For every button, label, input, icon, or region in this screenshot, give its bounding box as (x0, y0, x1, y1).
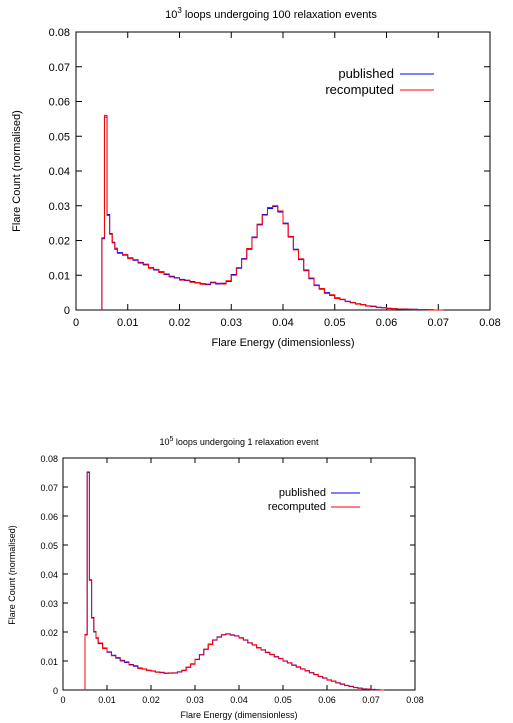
chart-top-legend-published: published (338, 66, 394, 81)
chart-top-title: 103 loops undergoing 100 relaxation even… (165, 6, 377, 21)
chart-top-ytick-label: 0 (64, 305, 70, 317)
chart-bottom-xtick-label: 0.02 (142, 695, 160, 705)
chart-bottom: 105 loops undergoing 1 relaxation event … (7, 436, 424, 720)
chart-top-ytick-label: 0.05 (49, 131, 70, 143)
chart-bottom-legend-published: published (279, 487, 326, 499)
chart-bottom-ytick-label: 0.07 (40, 483, 58, 493)
chart-top-ytick-label: 0.07 (49, 62, 70, 74)
chart-top-ytick-label: 0.01 (49, 270, 70, 282)
chart-bottom-ytick-label: 0.08 (40, 454, 58, 464)
chart-bottom-xtick-label: 0.01 (98, 695, 116, 705)
chart-bottom-xtick-label: 0.08 (406, 695, 424, 705)
chart-bottom-xtick-label: 0.04 (230, 695, 248, 705)
chart-bottom-xticks: 0 0.01 0.02 0.03 0.04 0.05 0.06 0.07 0.08 (60, 458, 424, 705)
chart-top-ytick-label: 0.06 (49, 97, 70, 109)
chart-top-ytick-label: 0.08 (49, 27, 70, 39)
chart-top-xtick-label: 0.04 (272, 317, 293, 329)
chart-top: 103 loops undergoing 100 relaxation even… (11, 6, 501, 349)
chart-bottom-ytick-label: 0 (53, 686, 58, 696)
chart-bottom-series (84, 471, 385, 691)
chart-bottom-ytick-label: 0.02 (40, 628, 58, 638)
chart-bottom-ytick-label: 0.04 (40, 570, 58, 580)
chart-top-xtick-label: 0 (73, 317, 79, 329)
chart-bottom-ytick-label: 0.05 (40, 541, 58, 551)
chart-top-xtick-label: 0.06 (376, 317, 397, 329)
chart-bottom-xtick-label: 0 (60, 695, 65, 705)
chart-bottom-ylabel: Flare Count (normalised) (7, 525, 17, 625)
chart-top-xtick-label: 0.07 (428, 317, 449, 329)
chart-top-series (101, 114, 444, 311)
chart-bottom-xtick-label: 0.06 (318, 695, 336, 705)
chart-top-xtick-label: 0.05 (324, 317, 345, 329)
chart-top-xticks: 0 0.01 0.02 0.03 0.04 0.05 0.06 0.07 0.08 (73, 32, 501, 329)
chart-bottom-ytick-label: 0.01 (40, 657, 58, 667)
chart-bottom-ytick-label: 0.03 (40, 599, 58, 609)
chart-top-xlabel: Flare Energy (dimensionless) (211, 337, 354, 349)
chart-top-ytick-label: 0.02 (49, 236, 70, 248)
chart-bottom-xtick-label: 0.07 (362, 695, 380, 705)
chart-bottom-legend: published recomputed (268, 487, 360, 513)
chart-bottom-series-published (84, 472, 385, 691)
chart-bottom-xlabel: Flare Energy (dimensionless) (180, 710, 297, 720)
chart-top-ytick-label: 0.04 (49, 166, 70, 178)
chart-bottom-title: 105 loops undergoing 1 relaxation event (159, 436, 319, 447)
chart-top-series-recomputed (101, 114, 444, 311)
chart-top-xtick-label: 0.03 (221, 317, 242, 329)
chart-top-xtick-label: 0.08 (479, 317, 500, 329)
chart-bottom-yticks: 0 0.01 0.02 0.03 0.04 0.05 0.06 0.07 0.08 (40, 454, 415, 696)
chart-bottom-xtick-label: 0.05 (274, 695, 292, 705)
chart-top-series-published (101, 116, 444, 311)
chart-top-legend-recomputed: recomputed (325, 82, 394, 97)
chart-bottom-ytick-label: 0.06 (40, 512, 58, 522)
chart-top-xtick-label: 0.01 (117, 317, 138, 329)
chart-bottom-xtick-label: 0.03 (186, 695, 204, 705)
chart-top-ylabel: Flare Count (normalised) (11, 110, 23, 232)
chart-bottom-legend-recomputed: recomputed (268, 501, 326, 513)
chart-bottom-series-recomputed (84, 471, 385, 691)
chart-top-ytick-label: 0.03 (49, 201, 70, 213)
chart-top-xtick-label: 0.02 (169, 317, 190, 329)
chart-top-legend: published recomputed (325, 66, 434, 97)
chart-top-yticks: 0 0.01 0.02 0.03 0.04 0.05 0.06 0.07 0.08 (49, 27, 490, 317)
